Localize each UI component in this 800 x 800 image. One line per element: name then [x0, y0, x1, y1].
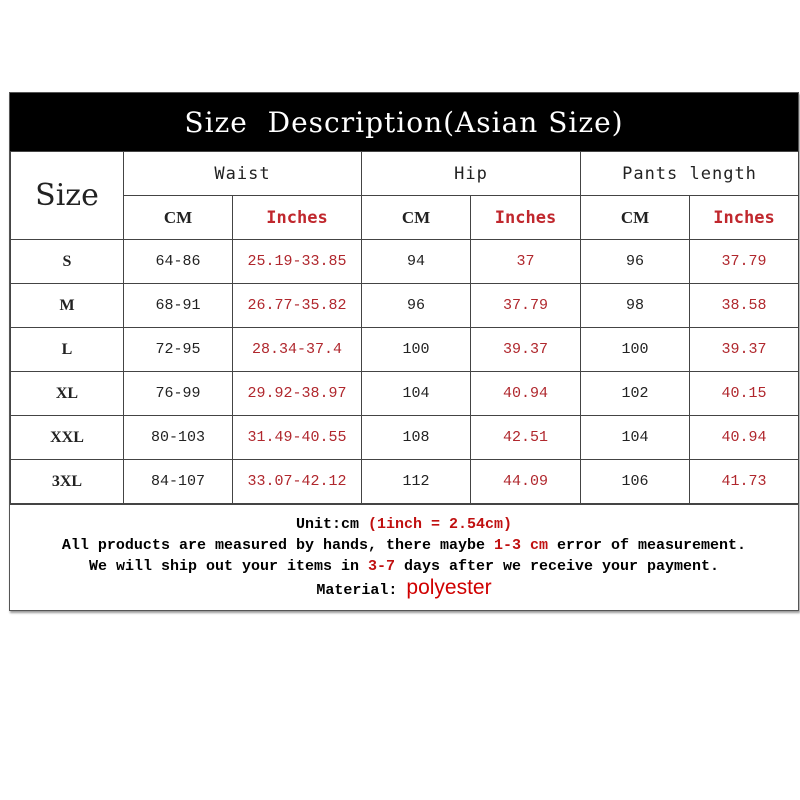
cell-hip-cm: 104	[361, 371, 471, 416]
cell-len-in: 40.15	[688, 371, 800, 416]
cm-header: CM	[123, 195, 233, 240]
cell-hip-in: 37	[470, 239, 581, 284]
table-row: L 72-95 28.34-37.4 100 39.37 100 39.37	[10, 327, 800, 372]
size-chart: Size Description(Asian Size) Size Waist …	[9, 92, 800, 611]
cell-len-in: 38.58	[688, 283, 800, 328]
table-row: M 68-91 26.77-35.82 96 37.79 98 38.58	[10, 283, 800, 328]
cell-waist-cm: 84-107	[123, 459, 233, 504]
note-text: days after we receive your payment.	[395, 558, 720, 575]
cell-waist-in: 25.19-33.85	[232, 239, 362, 284]
cell-len-in: 37.79	[688, 239, 800, 284]
unit-conversion: (1inch = 2.54cm)	[367, 516, 513, 533]
chart-title: Size Description(Asian Size)	[10, 93, 798, 151]
cell-hip-cm: 100	[361, 327, 471, 372]
inches-header: Inches	[688, 195, 800, 240]
pants-length-header: Pants length	[579, 151, 800, 196]
cell-waist-cm: 80-103	[123, 415, 233, 460]
cell-hip-cm: 112	[361, 459, 471, 504]
cell-hip-cm: 108	[361, 415, 471, 460]
cell-waist-cm: 64-86	[123, 239, 233, 284]
note-text: We will ship out your items in	[88, 558, 368, 575]
cell-waist-cm: 72-95	[123, 327, 233, 372]
unit-header-row: CM Inches CM Inches CM Inches	[11, 195, 800, 240]
cell-waist-in: 33.07-42.12	[232, 459, 362, 504]
cell-len-cm: 100	[580, 327, 690, 372]
cell-waist-in: 29.92-38.97	[232, 371, 362, 416]
error-range: 1-3 cm	[494, 537, 549, 554]
cell-hip-cm: 94	[361, 239, 471, 284]
size-table: Size Waist Hip Pants length CM Inches CM…	[10, 151, 800, 504]
note-text: error of measurement.	[548, 537, 747, 554]
hip-header: Hip	[361, 151, 581, 196]
note-text: All products are measured by hands, ther…	[61, 537, 494, 554]
cell-len-in: 39.37	[688, 327, 800, 372]
cell-waist-cm: 76-99	[123, 371, 233, 416]
cell-len-cm: 96	[580, 239, 690, 284]
cell-len-in: 40.94	[688, 415, 800, 460]
cell-hip-cm: 96	[361, 283, 471, 328]
cell-waist-in: 26.77-35.82	[232, 283, 362, 328]
measurement-note: All products are measured by hands, ther…	[62, 535, 746, 556]
unit-note: Unit:cm (1inch = 2.54cm)	[296, 514, 512, 535]
size-header: Size	[10, 151, 124, 240]
cell-waist-in: 31.49-40.55	[232, 415, 362, 460]
footer-notes: Unit:cm (1inch = 2.54cm) All products ar…	[10, 504, 798, 610]
table-row: 3XL 84-107 33.07-42.12 112 44.09 106 41.73	[10, 459, 800, 504]
unit-label: Unit:cm	[295, 516, 368, 533]
cell-hip-in: 44.09	[470, 459, 581, 504]
cell-len-in: 41.73	[688, 459, 800, 504]
shipping-days: 3-7	[367, 558, 395, 575]
cell-hip-in: 42.51	[470, 415, 581, 460]
cell-waist-cm: 68-91	[123, 283, 233, 328]
cell-size: M	[10, 283, 124, 328]
cell-size: 3XL	[10, 459, 124, 504]
material-label: Material:	[316, 582, 407, 599]
material-note: Material: polyester	[316, 577, 491, 601]
cell-hip-in: 39.37	[470, 327, 581, 372]
cell-len-cm: 104	[580, 415, 690, 460]
cell-hip-in: 37.79	[470, 283, 581, 328]
cell-size: XXL	[10, 415, 124, 460]
cm-header: CM	[361, 195, 471, 240]
cell-hip-in: 40.94	[470, 371, 581, 416]
cell-size: S	[10, 239, 124, 284]
inches-header: Inches	[470, 195, 581, 240]
table-row: XXL 80-103 31.49-40.55 108 42.51 104 40.94	[10, 415, 800, 460]
material-value: polyester	[406, 576, 492, 599]
table-row: XL 76-99 29.92-38.97 104 40.94 102 40.15	[10, 371, 800, 416]
table-row: S 64-86 25.19-33.85 94 37 96 37.79	[10, 239, 800, 284]
cell-waist-in: 28.34-37.4	[232, 327, 362, 372]
cell-len-cm: 98	[580, 283, 690, 328]
cell-size: L	[10, 327, 124, 372]
cell-size: XL	[10, 371, 124, 416]
shipping-note: We will ship out your items in 3-7 days …	[89, 556, 719, 577]
cell-len-cm: 106	[580, 459, 690, 504]
cm-header: CM	[580, 195, 690, 240]
group-header-row: Size Waist Hip Pants length	[10, 151, 800, 240]
inches-header: Inches	[232, 195, 362, 240]
waist-header: Waist	[123, 151, 362, 196]
cell-len-cm: 102	[580, 371, 690, 416]
